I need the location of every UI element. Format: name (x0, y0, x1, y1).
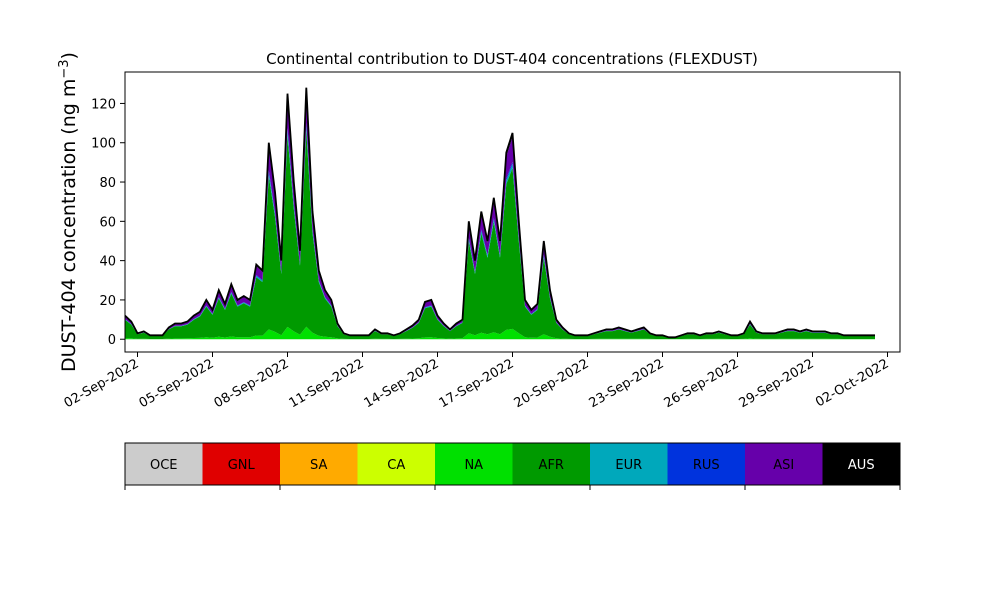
y-tick-label: 20 (99, 294, 116, 309)
legend-label-eur: EUR (615, 458, 642, 473)
legend-label-gnl: GNL (228, 458, 256, 473)
y-axis: 0 20 40 60 80 100 120 (91, 97, 125, 348)
area-na (125, 326, 875, 340)
area-afr (125, 130, 875, 340)
y-tick-label: 100 (91, 137, 116, 152)
legend-label-afr: AFR (539, 458, 564, 473)
legend-swatch-asi (745, 443, 823, 485)
x-tick-label: 11-Sep-2022 (287, 356, 367, 411)
y-axis-label-text: DUST-404 concentration (ng m (58, 79, 80, 372)
total-line (124, 87, 875, 339)
x-tick-label: 05-Sep-2022 (137, 356, 217, 411)
y-tick-label: 40 (99, 255, 116, 270)
legend-swatch-sa (280, 443, 358, 485)
x-tick-label: 23-Sep-2022 (587, 356, 667, 411)
x-tick-label: 02-Oct-2022 (813, 356, 891, 410)
colorbar-legend: OCE GNL SA CA NA AFR EUR RUS ASI AUS (124, 442, 901, 490)
y-tick-label: 80 (99, 176, 116, 191)
area-eur (125, 125, 875, 338)
legend-swatch-oce (125, 443, 203, 485)
legend-label-na: NA (464, 458, 483, 473)
x-tick-label: 29-Sep-2022 (737, 356, 817, 411)
legend-swatch-na (435, 443, 513, 485)
legend-label-ca: CA (387, 458, 405, 473)
y-tick-label: 0 (108, 333, 116, 348)
stacked-areas (125, 87, 875, 340)
x-tick-label: 17-Sep-2022 (437, 356, 517, 411)
area-asi (125, 92, 875, 338)
y-axis-label-close: ) (58, 52, 80, 59)
legend-frame (124, 442, 901, 486)
legend-label-aus: AUS (848, 458, 875, 473)
x-tick-label: 08-Sep-2022 (212, 356, 292, 411)
legend-swatch-rus (667, 443, 745, 485)
y-axis-label-superscript: −3 (57, 59, 72, 78)
y-tick-label: 60 (99, 215, 116, 230)
legend-swatch-eur (590, 443, 668, 485)
x-tick-label: 14-Sep-2022 (362, 356, 442, 411)
x-axis: 02-Sep-202205-Sep-202208-Sep-202211-Sep-… (62, 352, 892, 411)
legend-label-oce: OCE (150, 458, 178, 473)
legend-label-sa: SA (310, 458, 327, 473)
legend-swatch-afr (512, 443, 590, 485)
x-tick-label: 20-Sep-2022 (512, 356, 592, 411)
chart-title: Continental contribution to DUST-404 con… (266, 50, 758, 68)
legend-swatch-aus (822, 443, 900, 485)
x-tick-label: 26-Sep-2022 (662, 356, 742, 411)
legend-label-rus: RUS (693, 458, 720, 473)
y-tick-label: 120 (91, 97, 116, 112)
legend-swatch-ca (357, 443, 435, 485)
legend-swatch-gnl (202, 443, 280, 485)
y-axis-label: DUST-404 concentration (ng m−3) (57, 52, 80, 372)
legend-label-asi: ASI (773, 458, 794, 473)
